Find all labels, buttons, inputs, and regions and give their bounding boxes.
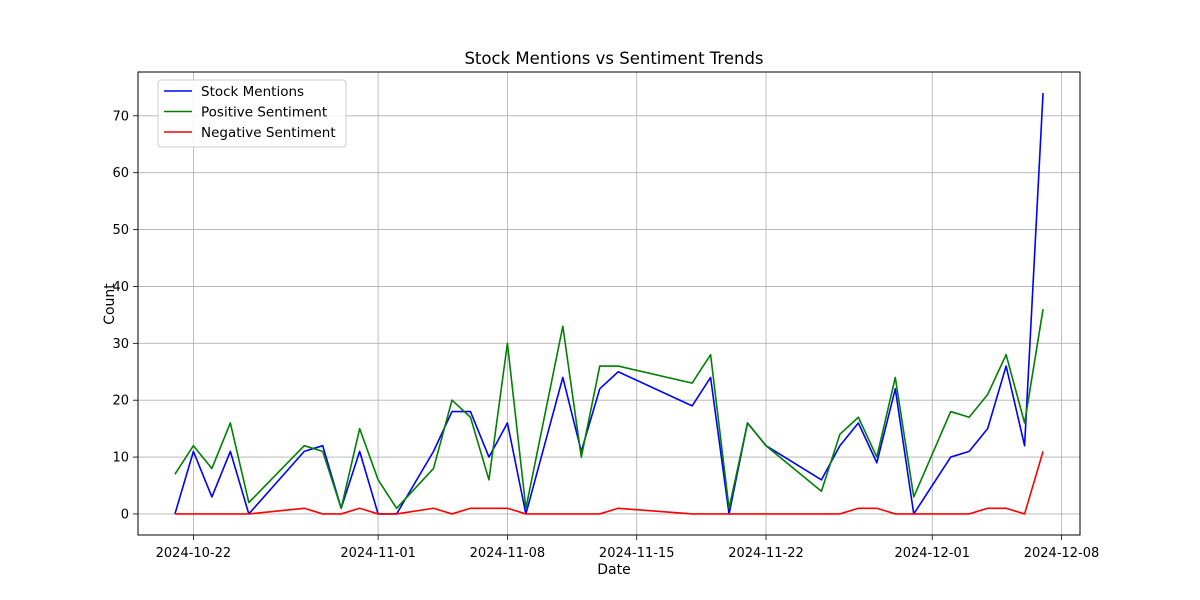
legend: Stock Mentions Positive Sentiment Negative… (157, 79, 347, 148)
y-tick-label: 60 (112, 166, 129, 181)
legend-label: Negative Sentiment (201, 125, 336, 141)
y-axis-title: Count (102, 283, 118, 325)
y-tick-label: 0 (121, 507, 129, 522)
y-tick-label: 70 (112, 109, 129, 124)
series-line-negative-sentiment (174, 451, 1044, 515)
x-tick-label: 2024-10-22 (156, 546, 232, 561)
legend-label: Positive Sentiment (201, 105, 327, 121)
y-tick-label: 40 (112, 280, 129, 295)
series-line-positive-sentiment (174, 309, 1044, 510)
series-lines (174, 93, 1044, 515)
x-tick-label: 2024-11-22 (728, 546, 804, 561)
x-tick-label: 2024-12-01 (894, 546, 970, 561)
x-tick-label: 2024-12-08 (1024, 546, 1100, 561)
y-axis-ticks: 0 10 20 30 40 50 60 70 (112, 109, 138, 522)
x-tick-label: 2024-11-08 (470, 546, 546, 561)
legend-box (157, 79, 347, 148)
x-tick-label: 2024-11-01 (340, 546, 416, 561)
x-axis-title: Date (597, 562, 630, 578)
grid (138, 72, 1080, 535)
series-line-stock-mentions (174, 93, 1044, 515)
x-axis-ticks: 2024-10-22 2024-11-01 2024-11-08 2024-11-15… (156, 535, 1100, 561)
y-tick-label: 50 (112, 223, 129, 238)
chart-title: Stock Mentions vs Sentiment Trends (464, 49, 763, 68)
legend-label: Stock Mentions (201, 84, 304, 100)
x-tick-label: 2024-11-15 (599, 546, 675, 561)
y-tick-label: 20 (112, 394, 129, 409)
plot-area-frame (137, 71, 1081, 536)
y-tick-label: 10 (112, 451, 129, 466)
y-tick-label: 30 (112, 337, 129, 352)
